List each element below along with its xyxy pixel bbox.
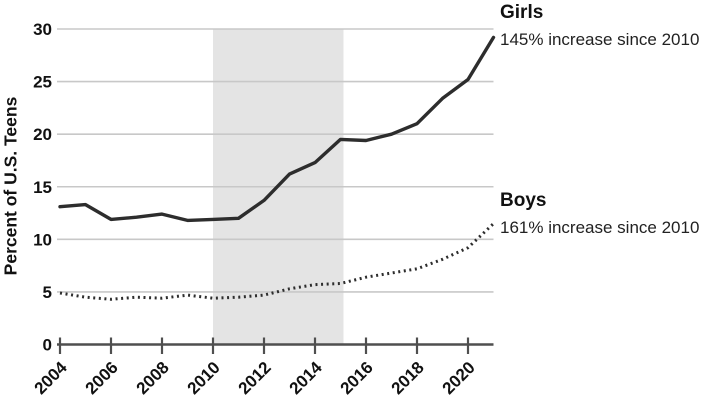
x-tick-label-2020: 2020	[439, 358, 479, 398]
y-tick-label-0: 0	[43, 336, 52, 355]
boys-annotation: Boys 161% increase since 2010	[500, 189, 728, 238]
x-tick-label-2004: 2004	[31, 358, 72, 399]
y-tick-label-15: 15	[33, 178, 52, 197]
x-tick-label-2008: 2008	[133, 358, 173, 398]
x-tick-label-2016: 2016	[337, 358, 377, 398]
girls-annotation: Girls 145% increase since 2010	[500, 1, 728, 50]
boys-series-label: Boys	[500, 190, 547, 211]
y-tick-label-25: 25	[33, 73, 52, 92]
y-tick-label-5: 5	[43, 283, 52, 302]
x-tick-label-2010: 2010	[184, 358, 224, 398]
y-tick-label-30: 30	[33, 20, 52, 39]
boys-increase-note: 161% increase since 2010	[500, 217, 700, 237]
x-tick-label-2014: 2014	[286, 358, 327, 399]
girls-increase-note: 145% increase since 2010	[500, 29, 700, 49]
x-tick-label-2018: 2018	[388, 358, 428, 398]
girls-series-label: Girls	[500, 2, 544, 23]
x-tick-label-2006: 2006	[82, 358, 122, 398]
boys-line	[59, 222, 495, 301]
x-tick-label-2012: 2012	[235, 358, 275, 398]
y-tick-label-10: 10	[33, 230, 52, 249]
y-tick-label-20: 20	[33, 125, 52, 144]
girls-line	[58, 35, 496, 223]
